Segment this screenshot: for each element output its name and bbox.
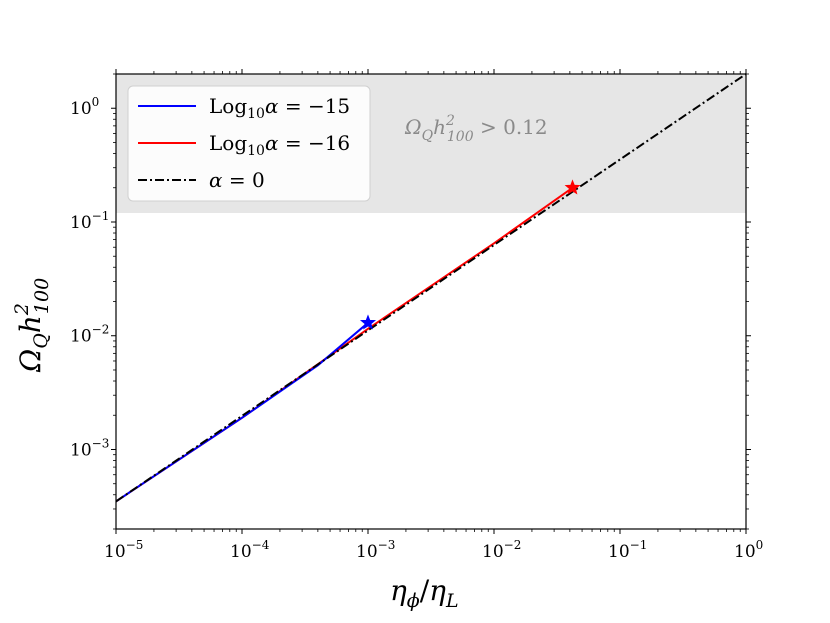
y-axis-title: ΩQh2100: [11, 278, 53, 373]
legend-label-series-0: Log10α = −15: [209, 94, 350, 122]
x-tick-label-3: 10−2: [482, 538, 521, 562]
series-line-2: [115, 73, 747, 503]
x-tick-label-4: 10−1: [608, 538, 647, 562]
x-tick-label-5: 100: [734, 538, 763, 562]
x-tick-label-2: 10−3: [356, 538, 395, 562]
legend-box: [127, 85, 371, 202]
legend: Log10α = −15 Log10α = −16 α = 0: [127, 85, 371, 202]
svg-text:ΩQh2100: ΩQh2100: [11, 278, 53, 373]
x-axis-title: ηϕ/ηL: [390, 574, 459, 612]
y-tick-label-0: 10−3: [70, 436, 109, 460]
y-tick-label-3: 100: [70, 95, 99, 119]
y-tick-label-1: 10−2: [70, 323, 109, 347]
tick-layer: 10−5 10−4 10−3 10−2 10−1 100 10−3 10−2 10−1 100: [70, 69, 763, 562]
x-tick-label-1: 10−4: [230, 538, 270, 562]
x-tick-label-0: 10−5: [104, 538, 143, 562]
legend-label-series-2: α = 0: [209, 168, 265, 192]
series-marker-0: [359, 314, 377, 330]
series-marker-1: [564, 179, 581, 195]
shaded-region-label: ΩQh2 100 > 0.12: [404, 113, 548, 145]
y-tick-label-2: 10−1: [70, 209, 109, 233]
series-line-1: [115, 186, 574, 503]
legend-label-series-1: Log10α = −16: [209, 131, 350, 159]
